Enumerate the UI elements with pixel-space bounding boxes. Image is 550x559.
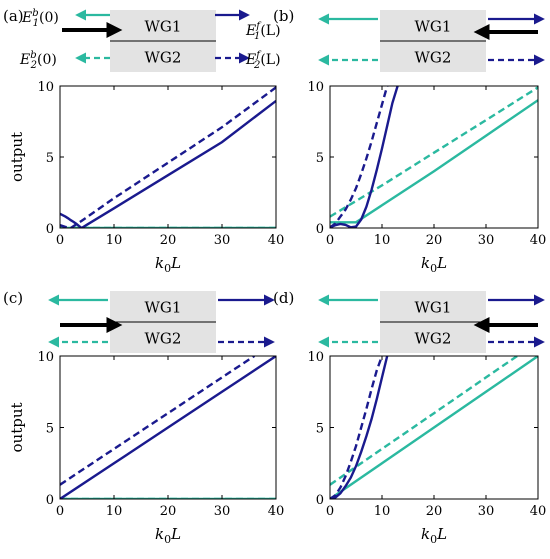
y-tick-label: 5 [46,422,54,437]
wg1-label: WG1 [145,18,182,36]
x-tick-label: 10 [374,233,391,248]
y-axis-label: output [8,402,26,452]
schematic-1: WG1 WG2 (a) [3,7,250,72]
x-tick-label: 10 [374,504,391,519]
series-navy-solid [330,86,399,228]
field-label-e2b: Eb 2(0) [19,50,57,71]
series-teal-dashed [330,356,518,486]
y-tick-label: 5 [46,151,54,166]
x-tick-label: 40 [530,504,547,519]
series-navy-solid [60,356,276,499]
series-teal-dashed [330,86,538,218]
x-tick-label: 30 [478,233,495,248]
x-axis-label: k0L [421,525,447,546]
y-tick-label: 10 [37,80,54,95]
x-tick-label: 40 [530,233,547,248]
series-navy-dashed [60,86,276,228]
x-tick-label: 20 [426,233,443,248]
charts: 0 10 20 30 40 0 5 10 k0L output 0 10 20 30 40 0 5 10 k0L 0 1… [8,80,546,546]
schematic-2: WG1 WG2 (b) [273,7,545,72]
schematic-3: WG1 WG2 (c) [3,289,275,353]
x-tick-label: 0 [326,233,334,248]
x-tick-label: 30 [478,504,495,519]
schematics: WG1 WG2 (a) WG1 WG2 (b) WG1 WG2 (c) WG1 WG2 (d) Eb 1(… [3,7,545,353]
field-label-e2f: Ef 2(L) [245,50,281,71]
x-tick-label: 30 [214,233,231,248]
chart-3: 0 10 20 30 40 0 5 10 k0L output [8,350,284,546]
series-teal-solid [330,99,538,224]
wg1-label: WG1 [415,299,452,317]
plot-frame [59,85,277,229]
series-navy-solid [330,356,389,499]
chart-1: 0 10 20 30 40 0 5 10 k0L output [8,80,284,275]
x-tick-label: 0 [56,233,64,248]
x-tick-label: 10 [106,504,123,519]
plot-frame [329,85,539,229]
wg2-label: WG2 [415,330,452,348]
y-tick-label: 0 [316,222,324,237]
x-tick-label: 40 [268,233,285,248]
y-tick-label: 10 [307,80,324,95]
wg2-label: WG2 [145,330,182,348]
x-tick-label: 20 [160,233,177,248]
series-teal-solid [330,356,538,499]
wg1-label: WG1 [145,299,182,317]
y-tick-label: 10 [307,350,324,365]
x-tick-label: 0 [56,504,64,519]
series-navy-dashed [60,356,256,486]
panel-label: (d) [273,289,294,307]
y-tick-label: 5 [316,422,324,437]
series-navy-dashed [330,356,384,499]
wg2-label: WG2 [415,49,452,67]
x-axis-label: k0L [155,525,181,546]
chart-4: 0 10 20 30 40 0 5 10 k0L [307,350,546,546]
wg2-label: WG2 [145,49,182,67]
series-navy-solid [60,99,276,228]
y-tick-label: 0 [46,222,54,237]
field-label-e1f: Ef 1(L) [245,21,281,42]
chart-2: 0 10 20 30 40 0 5 10 k0L [307,80,546,275]
y-tick-label: 5 [316,151,324,166]
x-axis-label: k0L [421,254,447,275]
field-label-e1b: Eb 1(0) [21,8,59,29]
y-axis-label: output [8,132,26,182]
series-navy-dashed [330,86,389,228]
schematic-4: WG1 WG2 (d) [273,289,545,353]
x-tick-label: 40 [268,504,285,519]
y-tick-label: 0 [46,493,54,508]
x-axis-label: k0L [155,254,181,275]
x-tick-label: 20 [426,504,443,519]
panel-label: (c) [3,289,23,307]
wg1-label: WG1 [415,18,452,36]
x-tick-label: 30 [214,504,231,519]
x-tick-label: 10 [106,233,123,248]
panel-label: (b) [273,7,294,25]
panel-label: (a) [3,7,24,25]
x-tick-label: 20 [160,504,177,519]
y-tick-label: 10 [37,350,54,365]
y-tick-label: 0 [316,493,324,508]
x-tick-label: 0 [326,504,334,519]
